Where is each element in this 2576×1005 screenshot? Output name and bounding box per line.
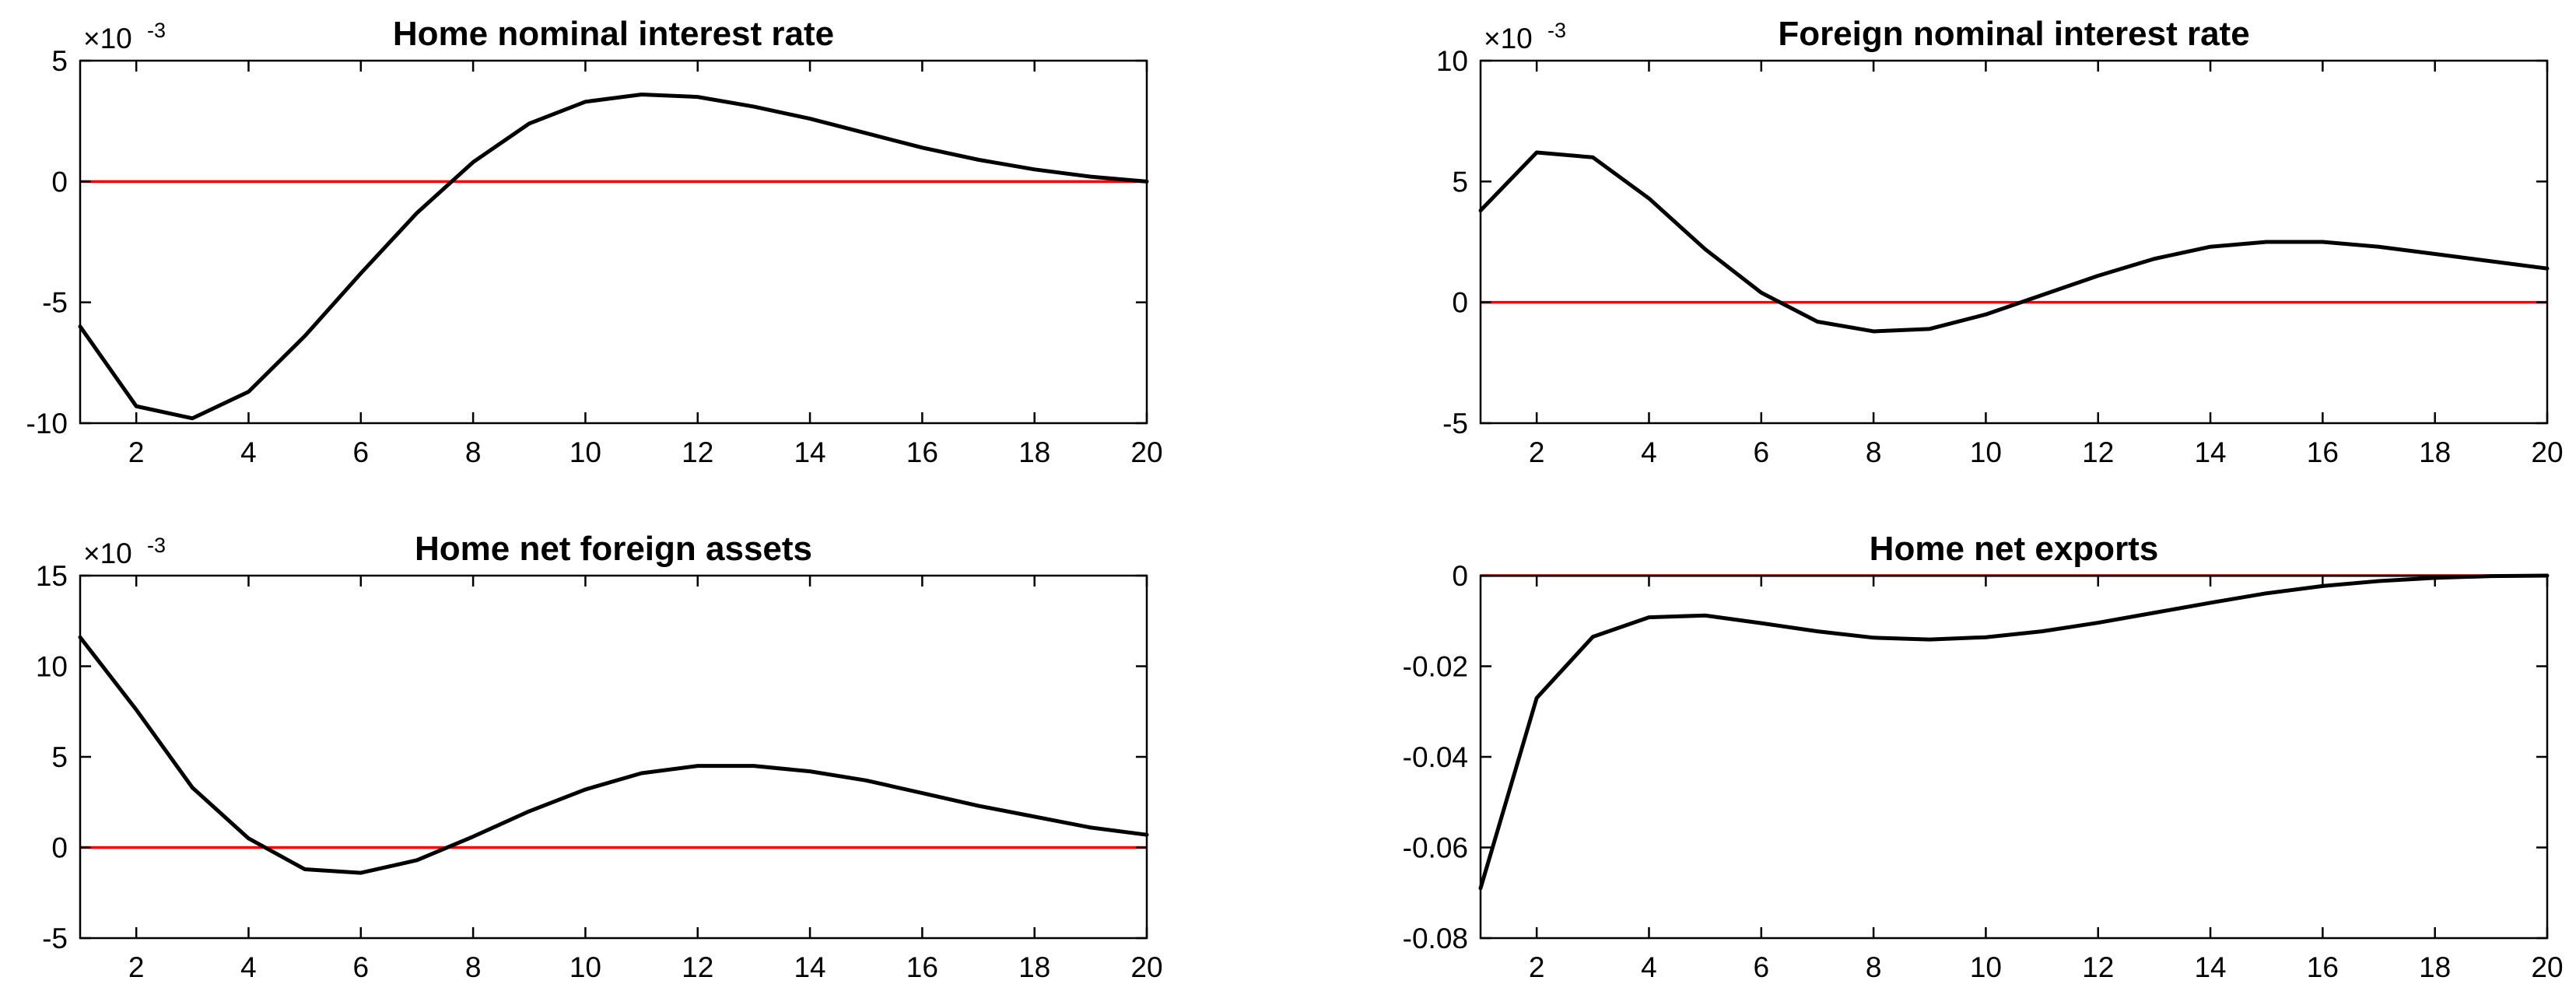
y-tick-label: -0.02 (1403, 651, 1468, 683)
y-tick-label: 10 (36, 651, 68, 683)
x-tick-label: 18 (1018, 951, 1050, 983)
x-tick-label: 6 (1754, 436, 1770, 468)
x-tick-label: 8 (1866, 951, 1882, 983)
axes-frame (1479, 59, 2549, 425)
series-line-response (1478, 573, 2550, 891)
axes-frame (79, 59, 1148, 425)
x-tick-label: 20 (2531, 951, 2563, 983)
y-tick-label: 10 (1436, 45, 1468, 77)
y-tick-label: -0.06 (1403, 832, 1468, 864)
x-tick-label: 10 (1970, 951, 2002, 983)
x-tick-label: 14 (794, 951, 825, 983)
plot-title: Home nominal interest rate (393, 15, 834, 53)
x-tick-label: 12 (2082, 436, 2114, 468)
x-tick-label: 10 (1970, 436, 2002, 468)
y-tick-label: 0 (1452, 560, 1468, 592)
x-tick-label: 18 (2419, 951, 2451, 983)
x-tick-label: 14 (794, 436, 825, 468)
x-tick-label: 20 (1130, 436, 1162, 468)
x-tick-label: 6 (353, 436, 370, 468)
x-tick-label: 2 (128, 951, 145, 983)
x-tick-label: 6 (353, 951, 370, 983)
x-tick-label: 8 (465, 951, 482, 983)
exponent-label: ×10 (83, 23, 132, 54)
series-line-response (78, 635, 1149, 875)
x-tick-label: 20 (2531, 436, 2563, 468)
y-tick-label: -5 (42, 287, 68, 319)
y-tick-label: 5 (1452, 166, 1468, 198)
y-tick-label: 5 (51, 741, 68, 773)
y-tick-label: 0 (51, 832, 68, 864)
axes-frame (79, 574, 1148, 940)
x-tick-label: 16 (2307, 951, 2339, 983)
plot-foreign-nominal-interest-rate: Foreign nominal interest rate 2 4 6 8 10 12 14… (1436, 15, 2564, 468)
x-tick-label: 10 (570, 951, 601, 983)
plot-home-nominal-interest-rate: Home nominal interest rate 2 4 6 8 10 12 14 16 1… (26, 15, 1163, 468)
plot-title: Foreign nominal interest rate (1778, 15, 2249, 53)
y-tick-label: -5 (42, 923, 68, 954)
x-tick-label: 8 (465, 436, 482, 468)
x-tick-label: 2 (1529, 436, 1545, 468)
x-tick-label: 14 (2194, 436, 2226, 468)
x-tick-label: 4 (1641, 436, 1657, 468)
y-tick-label: 0 (1452, 287, 1468, 319)
y-tick-label: -10 (26, 408, 68, 439)
x-tick-label: 4 (1641, 951, 1657, 983)
plot-home-net-exports: Home net exports 2 4 6 8 10 12 14 16 18 20 -0.08 -0… (1403, 530, 2564, 983)
y-tick-label: 15 (36, 560, 68, 592)
exponent-power: -3 (1547, 19, 1566, 42)
exponent-label: ×10 (1484, 23, 1533, 54)
plot-title: Home net exports (1870, 530, 2159, 568)
y-tick-label: 5 (51, 45, 68, 77)
x-tick-label: 2 (128, 436, 145, 468)
y-tick-label: -0.04 (1403, 741, 1468, 773)
x-tick-label: 12 (682, 951, 713, 983)
x-tick-label: 18 (2419, 436, 2451, 468)
exponent-power: -3 (147, 534, 166, 557)
y-tick-label: 0 (51, 166, 68, 198)
exponent-power: -3 (147, 19, 166, 42)
x-tick-label: 8 (1866, 436, 1882, 468)
x-tick-label: 6 (1754, 951, 1770, 983)
x-tick-label: 2 (1529, 951, 1545, 983)
plot-title: Home net foreign assets (415, 530, 812, 568)
axes-frame (1479, 574, 2549, 940)
x-tick-label: 10 (570, 436, 601, 468)
x-tick-label: 4 (240, 951, 257, 983)
series-line-response (78, 92, 1149, 421)
x-tick-label: 18 (1018, 436, 1050, 468)
y-tick-label: -0.08 (1403, 923, 1468, 954)
x-tick-label: 20 (1130, 951, 1162, 983)
x-tick-label: 16 (906, 951, 938, 983)
x-tick-label: 4 (240, 436, 257, 468)
x-tick-label: 12 (682, 436, 713, 468)
series-line-response (1478, 150, 2550, 334)
exponent-label: ×10 (83, 538, 132, 569)
x-tick-label: 12 (2082, 951, 2114, 983)
x-tick-label: 16 (2307, 436, 2339, 468)
y-tick-label: -5 (1442, 408, 1468, 439)
plot-home-net-foreign-assets: Home net foreign assets 2 4 6 8 10 12 14 16 18 20… (36, 530, 1163, 983)
x-tick-label: 14 (2194, 951, 2226, 983)
x-tick-label: 16 (906, 436, 938, 468)
